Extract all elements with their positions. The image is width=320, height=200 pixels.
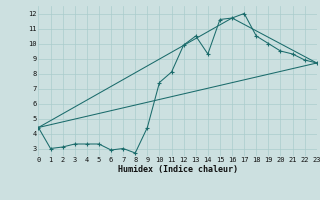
X-axis label: Humidex (Indice chaleur): Humidex (Indice chaleur) [118, 165, 238, 174]
